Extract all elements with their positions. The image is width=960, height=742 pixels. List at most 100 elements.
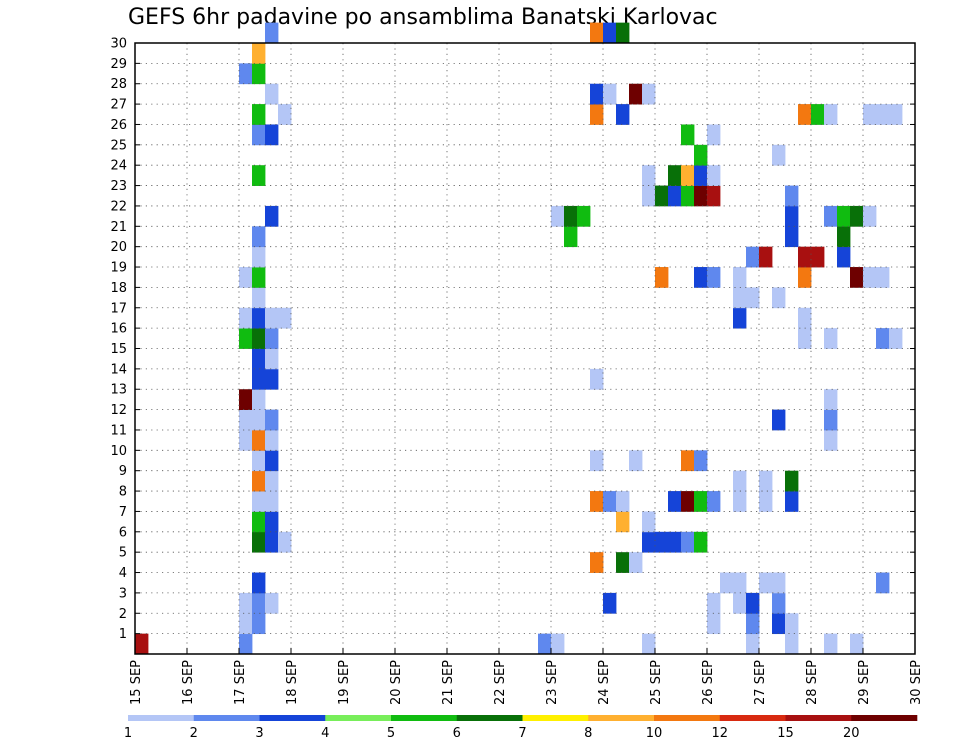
colorbar-segment [719,715,786,721]
y-tick-label: 26 [110,118,127,133]
data-cell [694,185,708,207]
data-cell [252,104,266,125]
data-cell [759,491,773,512]
data-cell [252,613,266,635]
x-tick-label: 29 SEP [857,660,872,705]
data-cell [785,633,799,655]
colorbar-segment [851,715,918,721]
data-cell [668,491,682,512]
data-cell [590,552,604,573]
data-cell [824,104,838,125]
data-cell [733,470,747,492]
y-tick-label: 2 [119,607,127,622]
data-cell [642,633,656,655]
y-tick-label: 20 [110,240,127,255]
data-cell [746,633,760,655]
data-cell [733,267,747,288]
data-cell [252,43,266,64]
data-cell [889,328,903,349]
data-cell [278,307,292,329]
data-cell [733,592,747,614]
data-cell [252,450,266,472]
y-tick-label: 12 [110,403,127,418]
data-cell [798,267,812,288]
data-cell [824,409,838,431]
colorbar-label: 4 [321,726,329,741]
y-tick-label: 21 [110,220,127,235]
y-tick-label: 16 [110,322,127,337]
data-cell [252,470,266,492]
x-tick-label: 28 SEP [805,660,820,705]
data-cell [252,328,266,349]
data-cell [642,511,656,533]
y-tick-label: 17 [110,301,127,316]
data-cell [837,226,851,248]
y-tick-label: 8 [119,485,127,500]
data-cell [252,307,266,329]
data-cell [694,267,708,288]
data-cell [265,124,279,146]
data-cell [265,450,279,472]
data-cell [772,572,786,594]
data-cell [655,531,669,553]
data-cell [720,572,734,594]
data-cell [265,409,279,431]
x-tick-label: 26 SEP [701,660,716,705]
data-cell [252,572,266,594]
heatmap-cells [135,22,903,655]
data-cell [603,22,617,44]
y-tick-label: 30 [110,37,127,52]
data-cell [824,429,838,451]
data-cell [239,429,253,451]
data-cell [616,552,630,573]
data-cell [135,633,149,655]
data-cell [252,165,266,186]
y-tick-label: 15 [110,342,127,357]
data-cell [876,104,890,125]
data-cell [694,144,708,166]
data-cell [694,531,708,553]
data-cell [772,144,786,166]
data-cell [707,491,721,512]
y-tick-label: 4 [119,566,127,581]
y-tick-label: 18 [110,281,127,296]
data-cell [785,205,799,227]
colorbar-segment [128,715,195,721]
y-tick-label: 14 [110,362,127,377]
y-tick-label: 5 [119,546,127,561]
colorbar-segment [456,715,523,721]
data-cell [616,511,630,533]
data-cell [668,165,682,186]
data-cell [668,185,682,207]
data-cell [681,491,695,512]
data-cell [642,185,656,207]
colorbar-segment [654,715,721,721]
data-cell [265,205,279,227]
data-cell [863,267,877,288]
data-cell [577,205,591,227]
data-cell [252,226,266,248]
data-cell [590,83,604,105]
data-cell [551,205,565,227]
y-tick-label: 24 [110,159,127,174]
data-cell [746,287,760,309]
x-axis: 15 SEP 16 SEP 17 SEP 18 SEP 19 SEP 20 SEP 21 S… [129,648,924,705]
data-cell [707,165,721,186]
data-cell [876,572,890,594]
data-cell [252,389,266,410]
data-cell [681,124,695,146]
data-cell [629,552,643,573]
data-cell [265,592,279,614]
colorbar-label: 6 [453,726,461,741]
data-cell [850,633,864,655]
data-cell [707,613,721,635]
data-cell [616,491,630,512]
data-cell [746,592,760,614]
data-cell [746,613,760,635]
data-cell [811,104,825,125]
data-cell [785,613,799,635]
y-tick-label: 9 [119,464,127,479]
x-tick-label: 22 SEP [493,660,508,705]
colorbar-label: 12 [711,726,728,741]
